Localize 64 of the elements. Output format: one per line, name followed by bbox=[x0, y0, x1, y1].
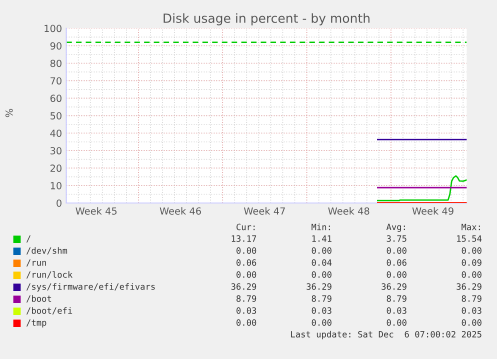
text: 0.03 bbox=[236, 307, 256, 314]
chart-title: Disk usage in percent - by month bbox=[164, 13, 370, 26]
text: 0.04 bbox=[312, 259, 332, 266]
y-tick-label: 20 bbox=[50, 164, 62, 172]
legend-label: /boot bbox=[26, 295, 52, 302]
legend-label: /run bbox=[26, 259, 46, 266]
x-tick-label: Week 46 bbox=[160, 207, 201, 215]
y-tick-label: 100 bbox=[44, 24, 62, 32]
y-tick-label: 40 bbox=[50, 130, 62, 137]
x-tick-label: Week 45 bbox=[76, 207, 117, 215]
legend-label: /sys/firmware/efi/efivars bbox=[26, 283, 155, 292]
text: 36.29 bbox=[306, 283, 332, 290]
text: 8.79 bbox=[236, 295, 256, 302]
legend-label: /boot/efi bbox=[26, 307, 72, 314]
text: 0.00 bbox=[386, 319, 406, 326]
legend-label: /run/lock bbox=[26, 271, 73, 278]
text: 0.03 bbox=[312, 307, 332, 314]
y-tick-label: 0 bbox=[56, 199, 62, 207]
text: 0.00 bbox=[386, 247, 406, 254]
y-tick-label: 50 bbox=[50, 112, 62, 120]
text: Avg: bbox=[386, 224, 405, 232]
text: Cur: bbox=[236, 224, 255, 230]
text: 0.06 bbox=[236, 259, 256, 266]
legend-label: /dev/shm bbox=[26, 247, 68, 254]
text: 0.00 bbox=[462, 271, 482, 278]
text: 0.00 bbox=[236, 271, 256, 278]
text: 0.03 bbox=[386, 307, 406, 314]
text: 0.00 bbox=[462, 319, 482, 326]
text: 36.29 bbox=[456, 283, 482, 290]
text: 36.29 bbox=[231, 283, 256, 290]
text: 8.79 bbox=[462, 295, 482, 302]
y-tick-label: 80 bbox=[50, 60, 62, 68]
x-tick-label: Week 48 bbox=[328, 207, 370, 215]
text: Min: bbox=[312, 224, 330, 230]
text: Last update: Sat Dec 6 07:00:02 2025 bbox=[291, 330, 482, 340]
text: 8.79 bbox=[312, 295, 332, 302]
line-series bbox=[377, 175, 467, 202]
text: 0.00 bbox=[312, 319, 332, 326]
text: Max: bbox=[462, 224, 480, 230]
x-tick-label: Week 47 bbox=[244, 207, 285, 215]
y-tick-label: 90 bbox=[50, 42, 62, 50]
y-tick-label: 60 bbox=[50, 94, 62, 102]
y-tick-label: 10 bbox=[50, 182, 62, 190]
x-tick-label: Week 49 bbox=[412, 207, 454, 215]
text: 0.09 bbox=[462, 259, 482, 266]
text: 0.00 bbox=[462, 247, 482, 254]
text: 0.00 bbox=[312, 271, 332, 278]
y-tick-label: 70 bbox=[50, 77, 62, 85]
legend-label: /tmp bbox=[26, 319, 46, 328]
legend-label: / bbox=[26, 235, 31, 242]
text: 8.79 bbox=[386, 295, 406, 302]
text: 1.41 bbox=[312, 235, 332, 242]
text: 36.29 bbox=[382, 283, 406, 290]
text: 15.54 bbox=[457, 235, 482, 242]
y-axis-title: % bbox=[5, 108, 13, 118]
text: 0.00 bbox=[236, 247, 256, 254]
text: 13.17 bbox=[232, 235, 256, 242]
text: 3.75 bbox=[386, 235, 406, 242]
text: 0.03 bbox=[462, 307, 482, 314]
y-tick-label: 30 bbox=[50, 147, 62, 154]
text: 0.00 bbox=[386, 271, 406, 278]
text: 0.06 bbox=[386, 259, 406, 266]
text: 0.00 bbox=[236, 319, 256, 326]
text: 0.00 bbox=[312, 247, 332, 254]
